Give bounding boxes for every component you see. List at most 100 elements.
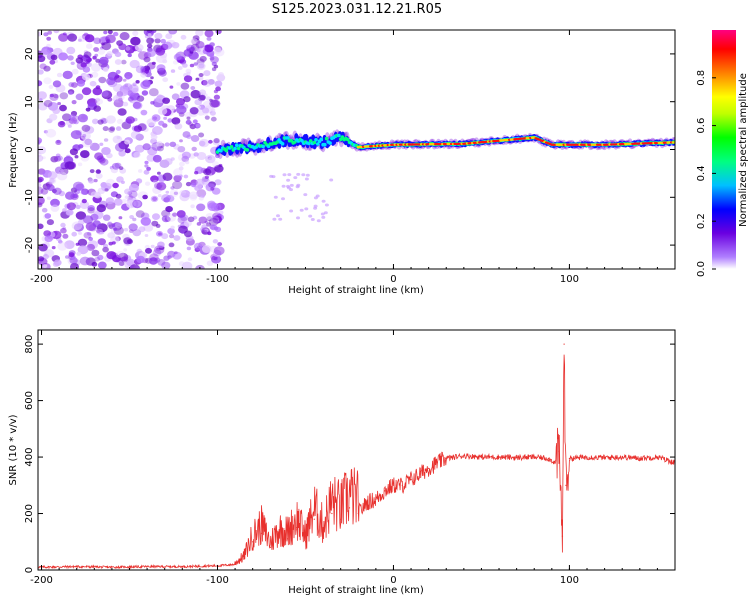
heatmap-noise-cell: [77, 245, 89, 255]
heatmap-noise-cell: [49, 113, 58, 121]
colorbar-tick-label: 0.2: [696, 213, 707, 229]
heatmap-noise-cell: [145, 181, 151, 186]
colorbar-tick-label: 0.6: [696, 118, 707, 134]
snr-point: [296, 527, 298, 529]
heatmap-noise-cell: [71, 231, 77, 237]
heatmap-band-cell: [280, 134, 285, 142]
heatmap-noise-cell: [155, 47, 166, 56]
heatmap-noise-cell: [50, 156, 59, 163]
heatmap-noise-cell: [38, 102, 48, 111]
heatmap-noise-cell: [92, 220, 101, 228]
heatmap-noise-cell: [116, 91, 124, 97]
heatmap-noise-cell: [217, 242, 223, 247]
heatmap-noise-cell: [128, 84, 139, 93]
heatmap-noise-cell: [43, 77, 52, 85]
heatmap-noise-cell: [69, 148, 78, 156]
heatmap-noise-cell: [190, 135, 200, 142]
heatmap-noise-cell: [190, 38, 198, 45]
snr-xtick-label: 0: [390, 575, 396, 586]
heatmap-noise-cell: [174, 123, 183, 130]
heatmap-noise-cell: [165, 190, 170, 194]
heatmap-noise-cell: [157, 107, 168, 115]
heatmap-noise-cell: [112, 135, 123, 144]
heatmap-noise-cell: [43, 230, 52, 237]
heatmap-noise-cell: [196, 222, 202, 226]
snr-point: [243, 558, 245, 560]
heatmap-noise-cell: [38, 176, 44, 183]
heatmap-noise-cell: [102, 126, 109, 132]
heatmap-noise-cell: [143, 213, 150, 218]
heatmap-noise-cell: [47, 171, 58, 180]
heatmap-noise-cell: [186, 134, 192, 139]
heatmap-noise-cell: [162, 41, 173, 50]
chart-title: S125.2023.031.12.21.R05: [271, 2, 443, 17]
heatmap-noise-cell: [42, 156, 46, 160]
heatmap-noise-cell: [198, 89, 207, 96]
heatmap-noise-cell: [190, 86, 196, 90]
heatmap-noise-cell: [94, 97, 101, 102]
heatmap-noise-cell: [144, 234, 149, 237]
heatmap-noise-cell: [83, 232, 92, 239]
heatmap-noise-cell: [178, 174, 183, 178]
heatmap-noise-cell: [89, 142, 100, 151]
heatmap-noise-cell: [210, 216, 220, 224]
heatmap-noise-cell: [58, 33, 69, 42]
heatmap-noise-cell: [180, 82, 190, 90]
snr-frame: [37, 329, 676, 571]
snr-point: [558, 450, 560, 452]
heatmap-noise-cell: [209, 53, 215, 58]
heatmap-core-cell: [219, 148, 223, 153]
heatmap-core-cell: [312, 140, 317, 145]
heatmap-noise-cell: [124, 139, 131, 145]
heatmap-tail-cell: [304, 177, 309, 181]
heatmap-tail-cell: [320, 212, 325, 216]
heatmap-noise-cell: [113, 31, 119, 37]
heatmap-noise-cell: [118, 216, 123, 220]
snr-point: [565, 484, 567, 486]
heatmap-noise-cell: [53, 94, 59, 99]
heatmap-noise-cell: [62, 208, 67, 213]
heatmap-noise-cell: [199, 94, 206, 101]
heatmap-noise-cell: [79, 256, 91, 266]
heatmap-noise-cell: [51, 246, 56, 250]
heatmap-noise-cell: [179, 192, 190, 202]
heatmap-tail-cell: [308, 214, 313, 218]
heatmap-noise-cell: [52, 80, 62, 88]
heatmap-noise-cell: [128, 223, 138, 232]
heatmap-noise-cell: [132, 101, 142, 109]
snr-point: [322, 532, 324, 534]
heatmap-noise-cell: [53, 259, 62, 266]
heatmap-noise-cell: [50, 204, 60, 212]
heatmap-noise-cell: [95, 169, 102, 174]
heatmap-core-cell: [328, 141, 332, 145]
heatmap-noise-cell: [97, 254, 104, 261]
heatmap-noise-cell: [188, 191, 198, 200]
heatmap-noise-cell: [106, 51, 113, 57]
heatmap-noise-cell: [148, 88, 159, 97]
heatmap-noise-cell: [165, 206, 173, 213]
heatmap-noise-cell: [102, 243, 109, 249]
heatmap-noise-cell: [44, 213, 52, 219]
heatmap-noise-cell: [171, 42, 180, 49]
heatmap-noise-cell: [113, 198, 123, 206]
snr-point: [252, 541, 254, 543]
heatmap-tail-cell: [321, 199, 326, 203]
heatmap-noise-cell: [77, 113, 88, 123]
heatmap-noise-cell: [85, 107, 91, 112]
heatmap-noise-cell: [57, 121, 66, 128]
heatmap-noise-cell: [107, 30, 113, 35]
heatmap-noise-cell: [80, 125, 91, 134]
heatmap-noise-cell: [125, 46, 131, 51]
heatmap-core-cell: [319, 137, 324, 142]
heatmap-noise-cell: [143, 169, 150, 175]
heatmap-noise-cell: [181, 151, 191, 159]
heatmap-noise-cell: [70, 61, 75, 65]
colorbar-label: Normalized spectral amplitude: [738, 73, 749, 227]
heatmap-noise-cell: [98, 76, 107, 84]
heatmap-noise-cell: [49, 93, 54, 98]
heatmap-noise-cell: [78, 231, 82, 235]
heatmap-noise-cell: [94, 256, 101, 262]
heatmap-noise-cell: [87, 231, 92, 236]
heatmap-noise-cell: [73, 120, 79, 125]
heatmap-noise-cell: [52, 187, 62, 195]
